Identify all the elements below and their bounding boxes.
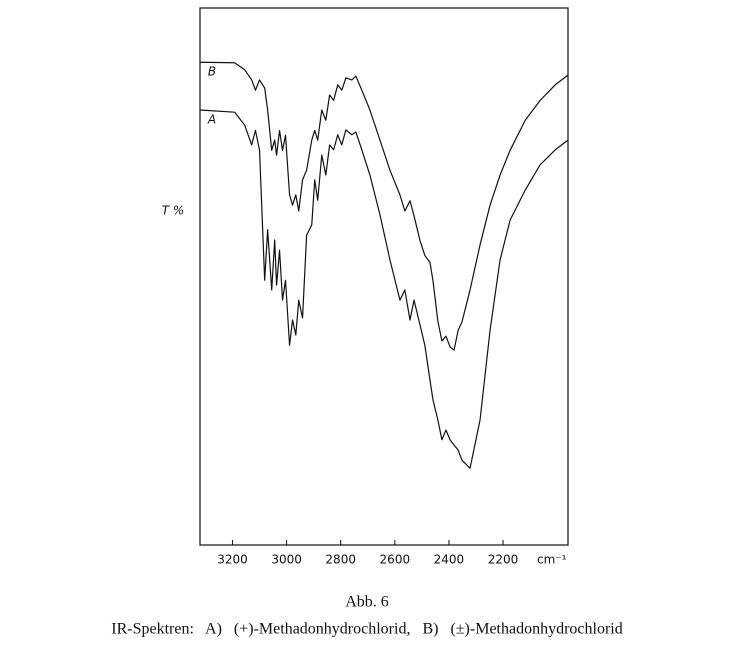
spectrum-line bbox=[199, 61, 569, 351]
x-tick-label: 3200 bbox=[217, 553, 248, 567]
x-tick-label: 3000 bbox=[271, 553, 302, 567]
x-tick-label: 2400 bbox=[434, 553, 465, 567]
plot-frame bbox=[199, 7, 569, 546]
series-label: A bbox=[207, 113, 216, 127]
x-tick-label: 2800 bbox=[325, 553, 356, 567]
x-tick-label: 2200 bbox=[488, 553, 519, 567]
y-axis-label: T % bbox=[162, 204, 185, 218]
x-axis-label: cm⁻¹ bbox=[537, 553, 567, 567]
spectrum-line bbox=[199, 109, 569, 469]
x-tick-label: 2600 bbox=[380, 553, 411, 567]
caption-title: Abb. 6 bbox=[345, 594, 389, 611]
caption: IR-Spektren: A) (+)-Methadonhydrochlorid… bbox=[111, 621, 622, 638]
series-label: B bbox=[208, 65, 216, 79]
